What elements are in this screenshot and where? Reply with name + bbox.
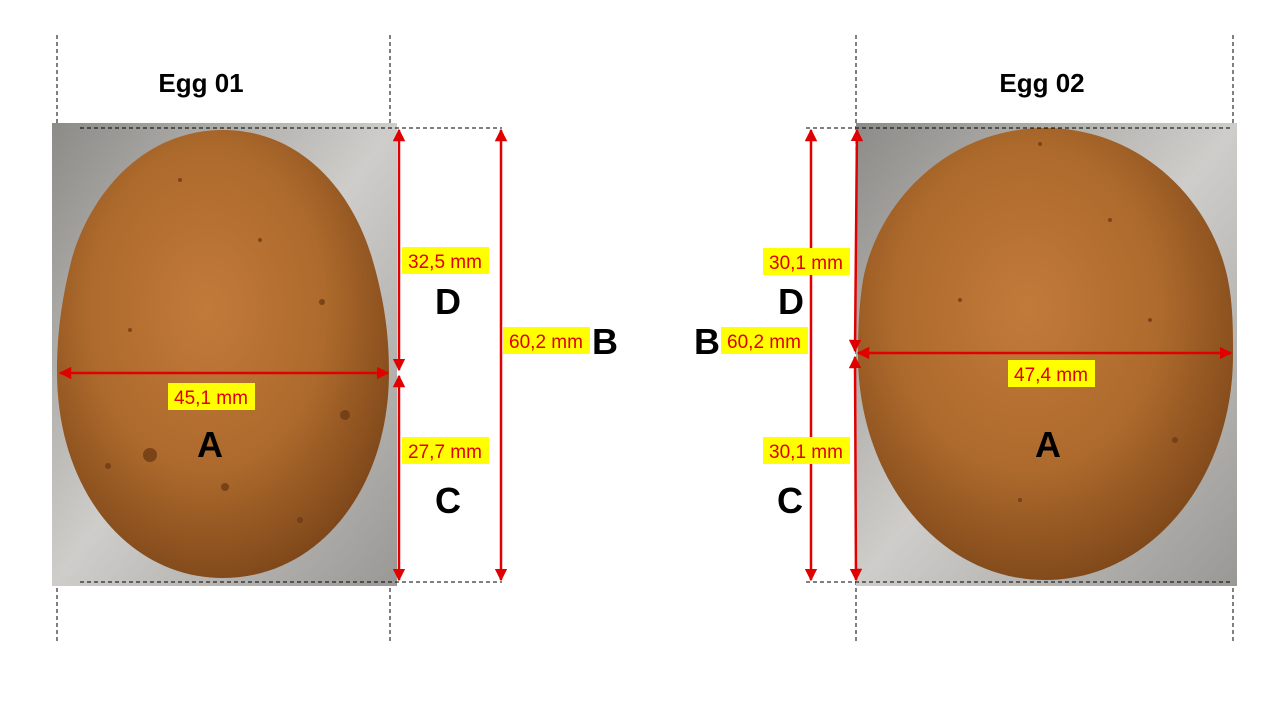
egg-01-shape — [57, 130, 389, 578]
egg-01-label-a: A — [197, 424, 223, 465]
egg-01-height-value: 60,2 mm — [509, 332, 583, 353]
egg-02-lower-arrow — [848, 355, 863, 582]
egg-01-lower-value: 27,7 mm — [408, 442, 482, 463]
egg-02-lower-highlight — [763, 437, 850, 464]
egg-01-height-highlight — [503, 327, 590, 354]
egg-01-label-c: C — [435, 480, 461, 521]
egg-02-upper-value: 30,1 mm — [769, 253, 843, 274]
egg-02-title: Egg 02 — [999, 68, 1084, 98]
egg-01-label-b: B — [592, 321, 618, 362]
egg-02-lower-value: 30,1 mm — [769, 442, 843, 463]
egg-02-width-value: 47,4 mm — [1014, 365, 1088, 386]
egg-01-width-value: 45,1 mm — [174, 388, 248, 409]
egg-01-label-d: D — [435, 281, 461, 322]
egg-01-speckles — [105, 178, 350, 523]
egg-02-width-highlight — [1008, 360, 1095, 387]
egg-01-upper-highlight — [402, 247, 489, 274]
egg-02-label-d: D — [778, 281, 804, 322]
egg-02-upper-highlight — [763, 248, 850, 275]
egg-02-height-value: 60,2 mm — [727, 332, 801, 353]
egg-02-speckles — [958, 142, 1178, 502]
egg-02-panel: Egg 02 47,4 mm 30,1 mm 30,1 mm 60,2 mm A… — [694, 35, 1237, 642]
egg-02-upper-arrow — [848, 128, 864, 353]
egg-02-label-b: B — [694, 321, 720, 362]
egg-01-lower-highlight — [402, 437, 489, 464]
egg-01-upper-value: 32,5 mm — [408, 252, 482, 273]
egg-02-height-highlight — [721, 327, 808, 354]
egg-02-label-c: C — [777, 480, 803, 521]
egg-02-label-a: A — [1035, 424, 1061, 465]
egg-01-width-highlight — [168, 383, 255, 410]
egg-01-panel: Egg 01 45,1 mm 32,5 mm 27,7 mm 60,2 mm A… — [52, 35, 618, 642]
egg-01-title: Egg 01 — [158, 68, 243, 98]
